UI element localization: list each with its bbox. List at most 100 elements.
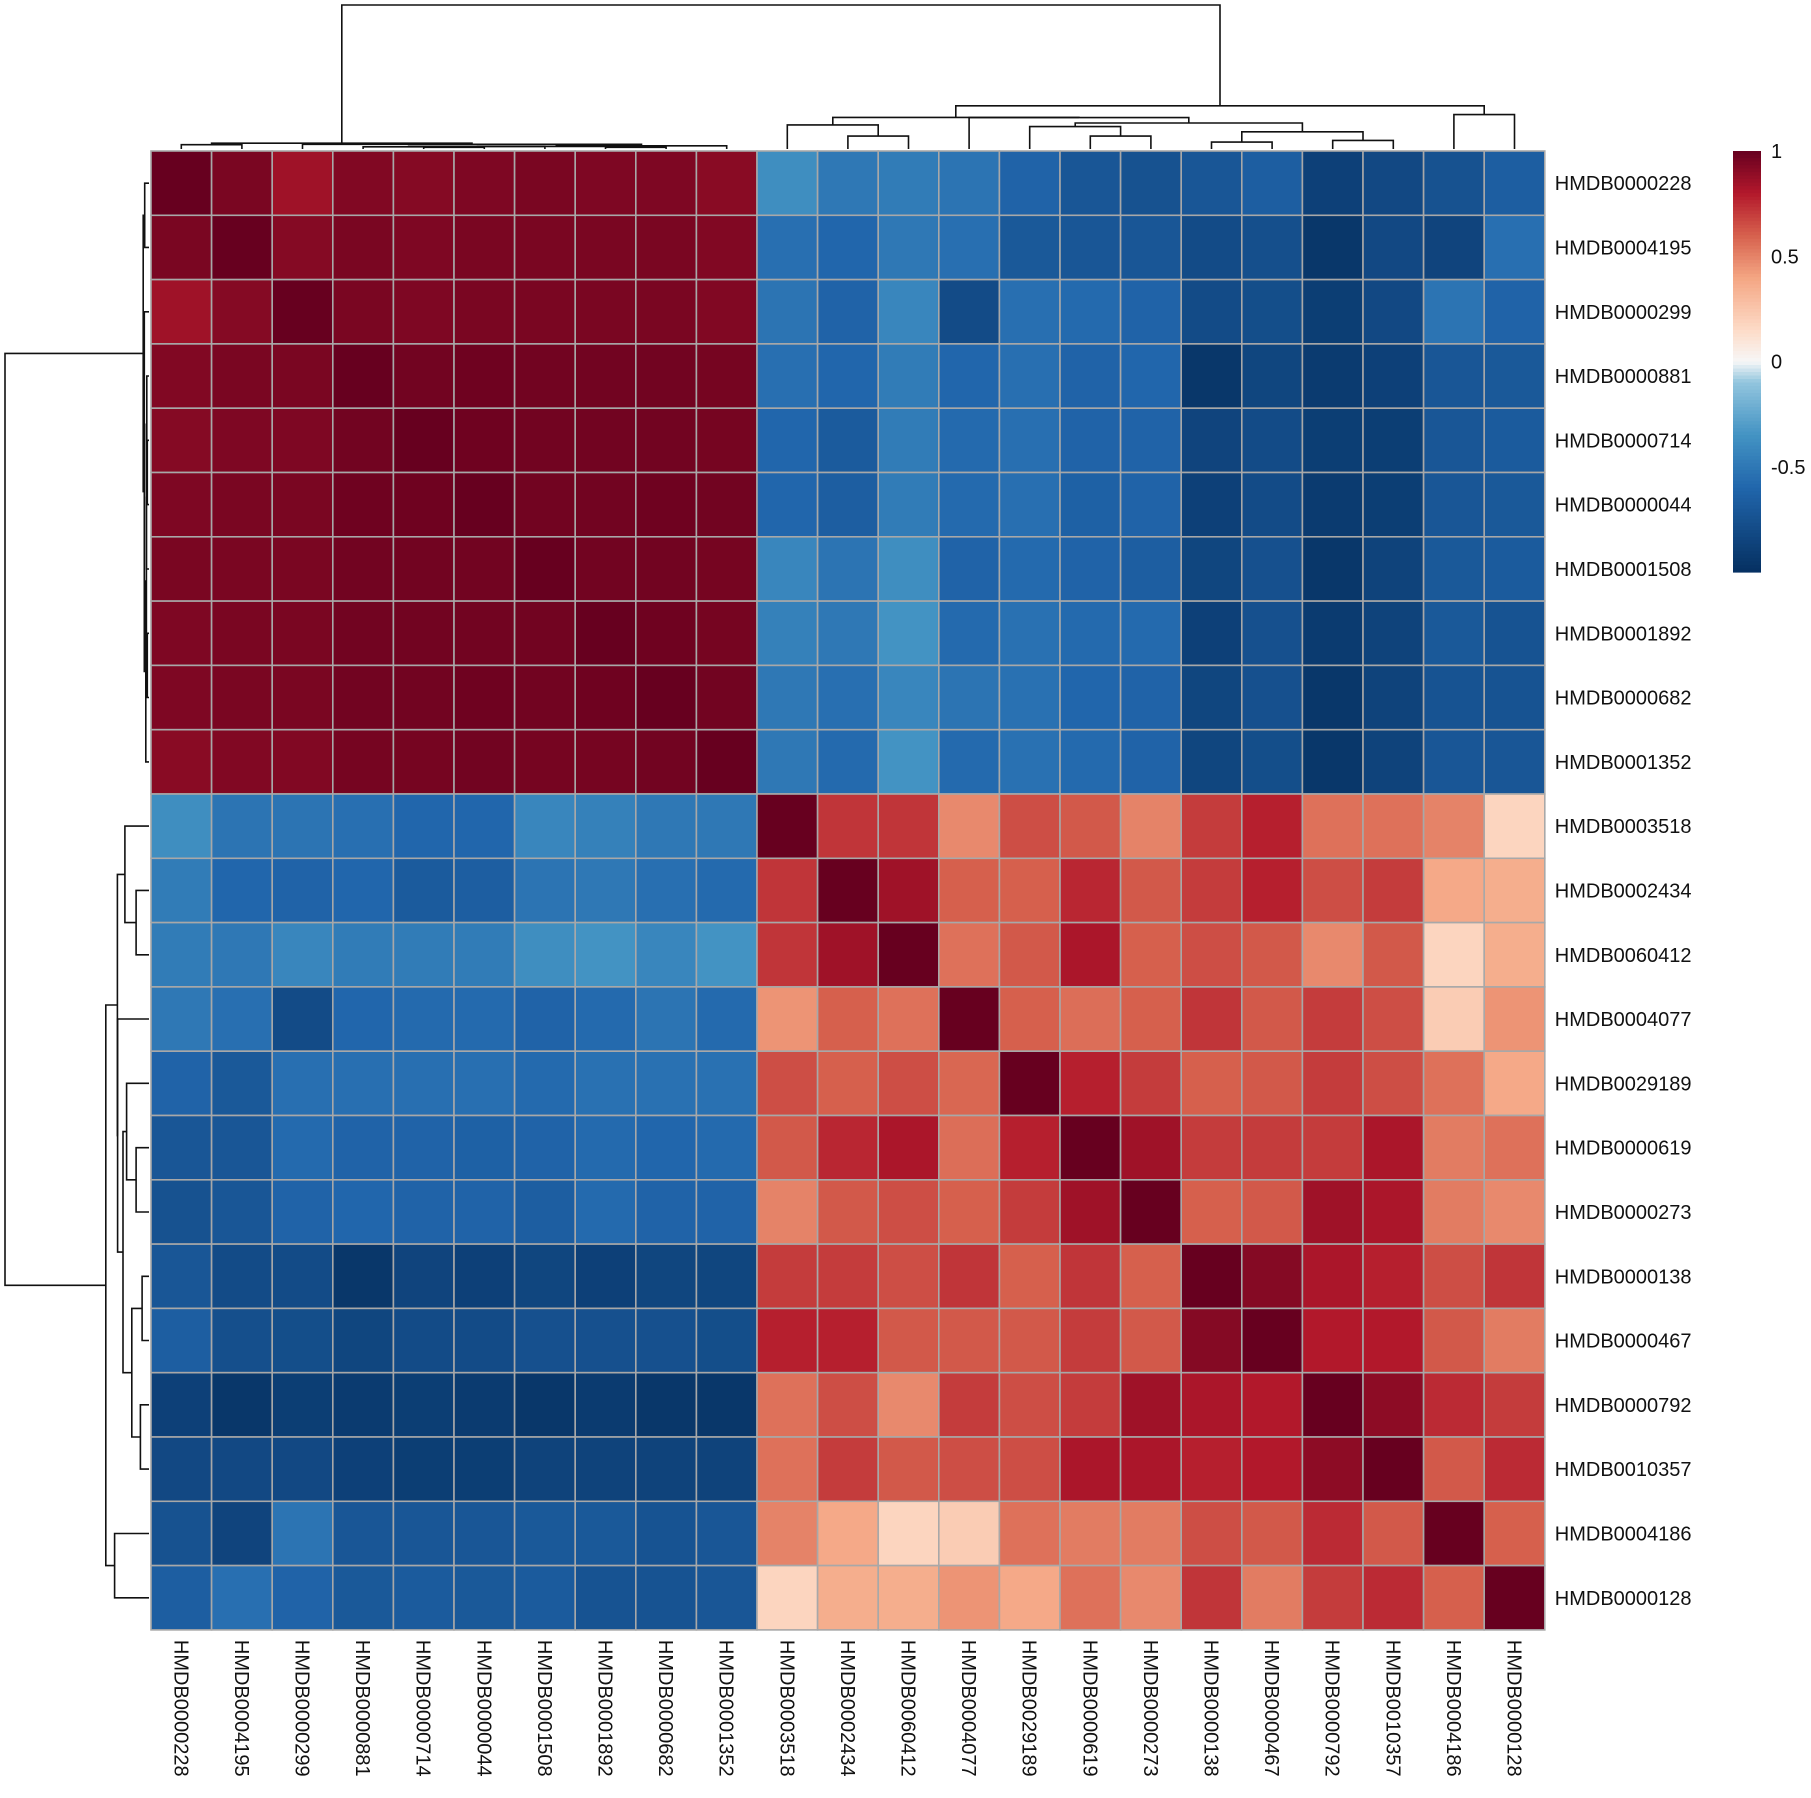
heatmap-cell: [392, 471, 455, 538]
heatmap-cell: [1119, 1243, 1182, 1310]
heatmap-cell: [877, 214, 940, 281]
legend-swatch: [1733, 340, 1761, 345]
heatmap-cell: [513, 793, 576, 860]
heatmap-cell: [392, 986, 455, 1053]
heatmap-cell: [1059, 278, 1122, 345]
heatmap-cell: [1180, 1179, 1243, 1245]
heatmap-cell: [695, 1371, 758, 1438]
dendrogram-branch: [4, 352, 144, 1287]
heatmap-cell: [816, 1500, 879, 1567]
heatmap-cell: [634, 535, 698, 602]
heatmap-cell: [816, 921, 879, 988]
heatmap-cell: [1422, 664, 1485, 731]
column-label: HMDB0000467: [1260, 1640, 1282, 1777]
legend-swatch: [1733, 550, 1761, 556]
heatmap-cell: [1483, 921, 1546, 988]
heatmap-cell: [150, 1307, 213, 1374]
heatmap-cell: [937, 600, 1001, 667]
heatmap-cell: [150, 407, 213, 474]
heatmap-cell: [1483, 1179, 1546, 1245]
heatmap-cell: [998, 728, 1061, 795]
heatmap-cell: [998, 664, 1061, 731]
legend-swatch: [1733, 365, 1761, 370]
heatmap-cell: [271, 921, 334, 988]
heatmap-cell: [877, 1307, 940, 1374]
heatmap-cell: [937, 1243, 1001, 1310]
heatmap-cell: [513, 278, 576, 345]
heatmap-cell: [1301, 728, 1364, 795]
legend-swatch: [1733, 207, 1761, 212]
heatmap-cell: [331, 921, 395, 988]
legend-swatch: [1733, 375, 1761, 380]
legend-swatch: [1733, 343, 1761, 349]
heatmap-cell: [1483, 1500, 1546, 1567]
row-label: HMDB0000273: [1555, 1202, 1692, 1224]
heatmap-cell: [998, 1500, 1061, 1567]
heatmap-cell: [392, 214, 455, 281]
column-label: HMDB0000619: [1078, 1640, 1100, 1777]
column-label: HMDB0000881: [351, 1640, 373, 1777]
legend-swatch: [1733, 245, 1761, 250]
heatmap-cell: [1362, 986, 1425, 1053]
heatmap-cell: [756, 793, 819, 860]
legend-swatch: [1733, 287, 1761, 292]
heatmap-cell: [210, 1371, 274, 1438]
heatmap-cell: [816, 986, 879, 1053]
heatmap-cell: [1422, 1114, 1485, 1181]
heatmap-cell: [1059, 793, 1122, 860]
heatmap-cell: [574, 986, 637, 1053]
legend-swatch: [1733, 519, 1761, 524]
column-label: HMDB0029189: [1018, 1640, 1040, 1777]
heatmap-cell: [937, 535, 1001, 602]
legend-swatch: [1733, 543, 1761, 549]
heatmap-cell: [1059, 1371, 1122, 1438]
heatmap-cell: [1241, 343, 1304, 409]
row-label: HMDB0010357: [1555, 1459, 1692, 1481]
heatmap-cell: [998, 1243, 1061, 1310]
legend-swatch: [1733, 151, 1761, 156]
heatmap-cell: [574, 793, 637, 860]
heatmap-cell: [1422, 1243, 1485, 1310]
legend-swatch: [1733, 350, 1761, 356]
heatmap-cell: [453, 1564, 516, 1631]
heatmap-cell: [695, 1500, 758, 1567]
row-label: HMDB0003518: [1555, 816, 1692, 838]
heatmap-cell: [331, 1114, 395, 1181]
heatmap-cell: [877, 1500, 940, 1567]
dendrogram-branch: [141, 1275, 149, 1342]
legend-swatch: [1733, 221, 1761, 226]
heatmap-cell: [1180, 1307, 1243, 1374]
heatmap-cell: [1119, 1436, 1182, 1503]
legend-swatch: [1733, 308, 1761, 313]
heatmap-cell: [1180, 471, 1243, 538]
heatmap-cell: [331, 1243, 395, 1310]
dendrogram-branch: [786, 124, 879, 149]
dendrogram-branch: [105, 1004, 118, 1567]
heatmap-cell: [210, 1564, 274, 1631]
row-label: HMDB0000619: [1555, 1138, 1692, 1160]
heatmap-cell: [1241, 407, 1304, 474]
heatmap-cell: [1362, 793, 1425, 860]
heatmap-cell: [150, 921, 213, 988]
heatmap-cell: [574, 1179, 637, 1245]
heatmap-cell: [1119, 1500, 1182, 1567]
heatmap-cell: [513, 1114, 576, 1181]
legend-swatch: [1733, 536, 1761, 542]
heatmap-cell: [271, 793, 334, 860]
heatmap-cell: [1241, 1243, 1304, 1310]
heatmap-cell: [816, 793, 879, 860]
legend-swatch: [1733, 368, 1761, 373]
row-label: HMDB0004186: [1555, 1524, 1692, 1546]
heatmap-cell: [453, 1050, 516, 1117]
heatmap-cell: [1362, 728, 1425, 795]
heatmap-cell: [1180, 407, 1243, 474]
heatmap-cell: [1362, 1179, 1425, 1245]
heatmap-cell: [392, 343, 455, 409]
dendrogram-branch: [1210, 141, 1273, 149]
heatmap-cell: [1301, 1179, 1364, 1245]
heatmap-cell: [1301, 1243, 1364, 1310]
heatmap-cell: [392, 728, 455, 795]
heatmap-cell: [271, 278, 334, 345]
heatmap-cell: [331, 1500, 395, 1567]
legend-swatch: [1733, 452, 1761, 457]
